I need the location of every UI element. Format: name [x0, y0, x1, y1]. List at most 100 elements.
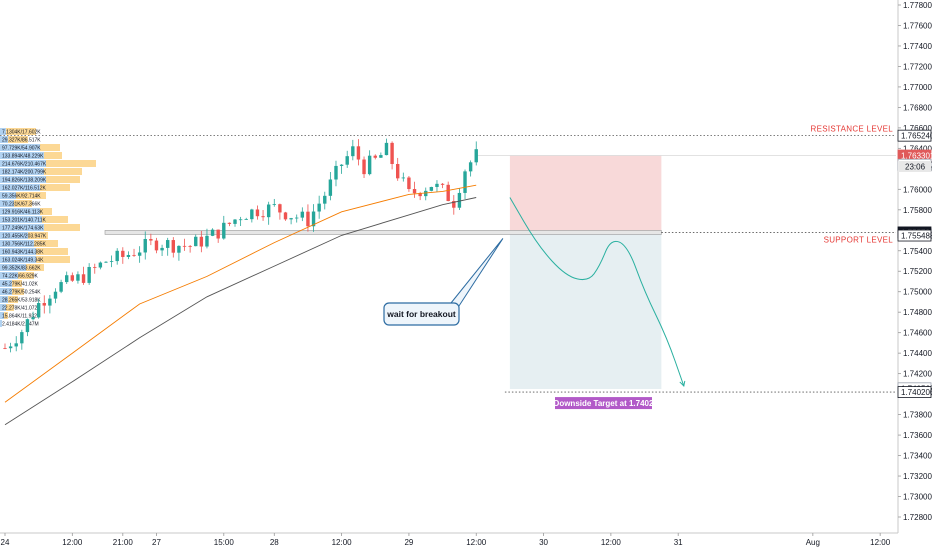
volume-profile-label: 7.1304K/17.602K: [2, 130, 41, 136]
time-tick-label: 15:00: [214, 538, 235, 547]
time-tick-label: 12:00: [870, 538, 891, 547]
candle-body-up: [222, 222, 226, 239]
volume-profile-up-bar: [0, 168, 44, 175]
candle-body-down: [306, 211, 310, 227]
volume-profile-label: 120.455K/203.947K: [2, 234, 47, 240]
candle-body-up: [345, 156, 349, 165]
price-tag-label: 1.755488: [901, 232, 932, 241]
price-tick-label: 1.778000: [903, 1, 932, 10]
price-tick-label: 1.752000: [903, 267, 932, 276]
price-tick-label: 1.776000: [903, 21, 932, 30]
volume-profile-label: 162.027K/116.512K: [2, 186, 47, 192]
resistance-level-label: RESISTANCE LEVEL: [811, 125, 894, 134]
time-tick-label: 28: [270, 538, 279, 547]
target-zone: [509, 233, 662, 389]
volume-profile-down-bar: [46, 176, 80, 183]
candle-body-up: [463, 171, 467, 193]
annotations-layer[interactable]: RESISTANCE LEVEL SUPPORT LEVEL wait for br…: [383, 125, 894, 410]
candle-body-up: [300, 211, 305, 218]
candle-body-up: [31, 317, 35, 320]
stop-loss-zone: [509, 155, 662, 234]
candle-body-down: [440, 183, 445, 185]
volume-profile-label: 97.729K/54.907K: [2, 146, 41, 152]
volume-profile-up-bar: [0, 280, 12, 287]
candle-body-down: [93, 266, 97, 268]
candle-body-down: [396, 164, 400, 179]
volume-profile-down-bar: [40, 184, 70, 191]
candle-body-down: [452, 201, 456, 208]
candle-body-up: [25, 319, 30, 333]
volume-profile-up-bar: [0, 232, 28, 239]
price-tick-label: 1.758000: [903, 206, 932, 215]
time-tick-label: 24: [1, 538, 10, 547]
volume-profile-up-bar: [0, 192, 16, 199]
candle-body-down: [261, 216, 265, 218]
candle-body-up: [401, 177, 406, 179]
candle-body-up: [160, 247, 164, 251]
volume-profile-up-bar: [0, 240, 34, 247]
price-tick-label: 1.768000: [903, 103, 932, 112]
volume-profile-label: 59.356K/92.714K: [2, 194, 41, 200]
candle-body-up: [323, 195, 327, 204]
price-axis[interactable]: 1.778000 1.776000 1.774000 1.772000 1.770000…: [897, 0, 932, 550]
candle-body-up: [311, 211, 316, 227]
candle-body-up: [115, 250, 119, 262]
volume-profile-label: 70.231K/67.366K: [2, 202, 41, 208]
candle-body-up: [14, 343, 18, 347]
price-tick-label: 1.734000: [903, 452, 932, 461]
volume-profile-down-bar: [14, 200, 32, 207]
target-label-box: [555, 397, 652, 410]
volume-profile-up-bar: [0, 160, 46, 167]
volume-profile-label: 153.201K/140.711K: [2, 218, 47, 224]
countdown-label: 23:06: [905, 163, 926, 172]
time-axis[interactable]: 24 12:00 21:00 27 15:00 28 12:00 29 12:00 30 12:00…: [0, 532, 898, 550]
volume-profile-up-bar: [0, 304, 6, 311]
candle-body-up: [468, 162, 473, 172]
price-tick-label: 1.728000: [903, 513, 932, 522]
volume-profile-down-bar: [46, 160, 96, 167]
volume-profile-label: 182.174K/200.799K: [2, 170, 47, 176]
volume-profile-label: 46.279K/50.254K: [2, 290, 41, 296]
candle-body-up: [272, 204, 276, 205]
volume-profile-up-bar: [0, 272, 18, 279]
price-tag-label: 1.763301: [901, 152, 932, 161]
time-tick-label: 12:00: [601, 538, 622, 547]
candle-body-up: [339, 164, 344, 166]
volume-profile-down-bar: [40, 208, 52, 215]
candle-body-up: [104, 261, 108, 263]
volume-profile-down-bar: [40, 144, 60, 151]
volume-profile-up-bar: [0, 128, 6, 135]
candle-body-down: [390, 142, 394, 165]
candle-body-down: [227, 222, 232, 224]
candle-body-up: [334, 165, 338, 180]
time-tick-label: 12:00: [466, 538, 487, 547]
callout-pointer: [450, 238, 504, 310]
candle-body-up: [48, 298, 52, 306]
candle-body-down: [216, 229, 220, 239]
candle-body-up: [143, 238, 147, 253]
callout-box[interactable]: [383, 302, 460, 326]
time-tick-label: Aug: [806, 538, 820, 547]
candle-body-up: [244, 219, 248, 220]
candle-body-up: [457, 192, 462, 208]
volume-profile-up-bar: [0, 136, 8, 143]
volume-profile-up-bar: [0, 248, 36, 255]
candle-body-down: [418, 193, 422, 197]
volume-profile-label: 194.826K/138.209K: [2, 178, 47, 184]
volume-profile-down-bar: [18, 272, 34, 279]
candle-body-down: [356, 146, 361, 160]
candle-body-up: [384, 142, 389, 156]
support-band: [104, 230, 662, 235]
time-tick-label: 30: [539, 538, 548, 547]
price-tick-label: 1.732000: [903, 472, 932, 481]
candle-body-down: [278, 204, 282, 213]
price-tick-label: 1.744000: [903, 349, 932, 358]
candle-body-up: [250, 209, 254, 220]
volume-profile-down-bar: [34, 240, 58, 247]
volume-profile-up-bar: [0, 176, 46, 183]
volume-profile-label: 15.864K/11.932K: [2, 314, 41, 320]
volume-profile-up-bar: [0, 224, 44, 231]
candle-body-down: [182, 245, 187, 247]
candle-body-up: [194, 236, 198, 247]
